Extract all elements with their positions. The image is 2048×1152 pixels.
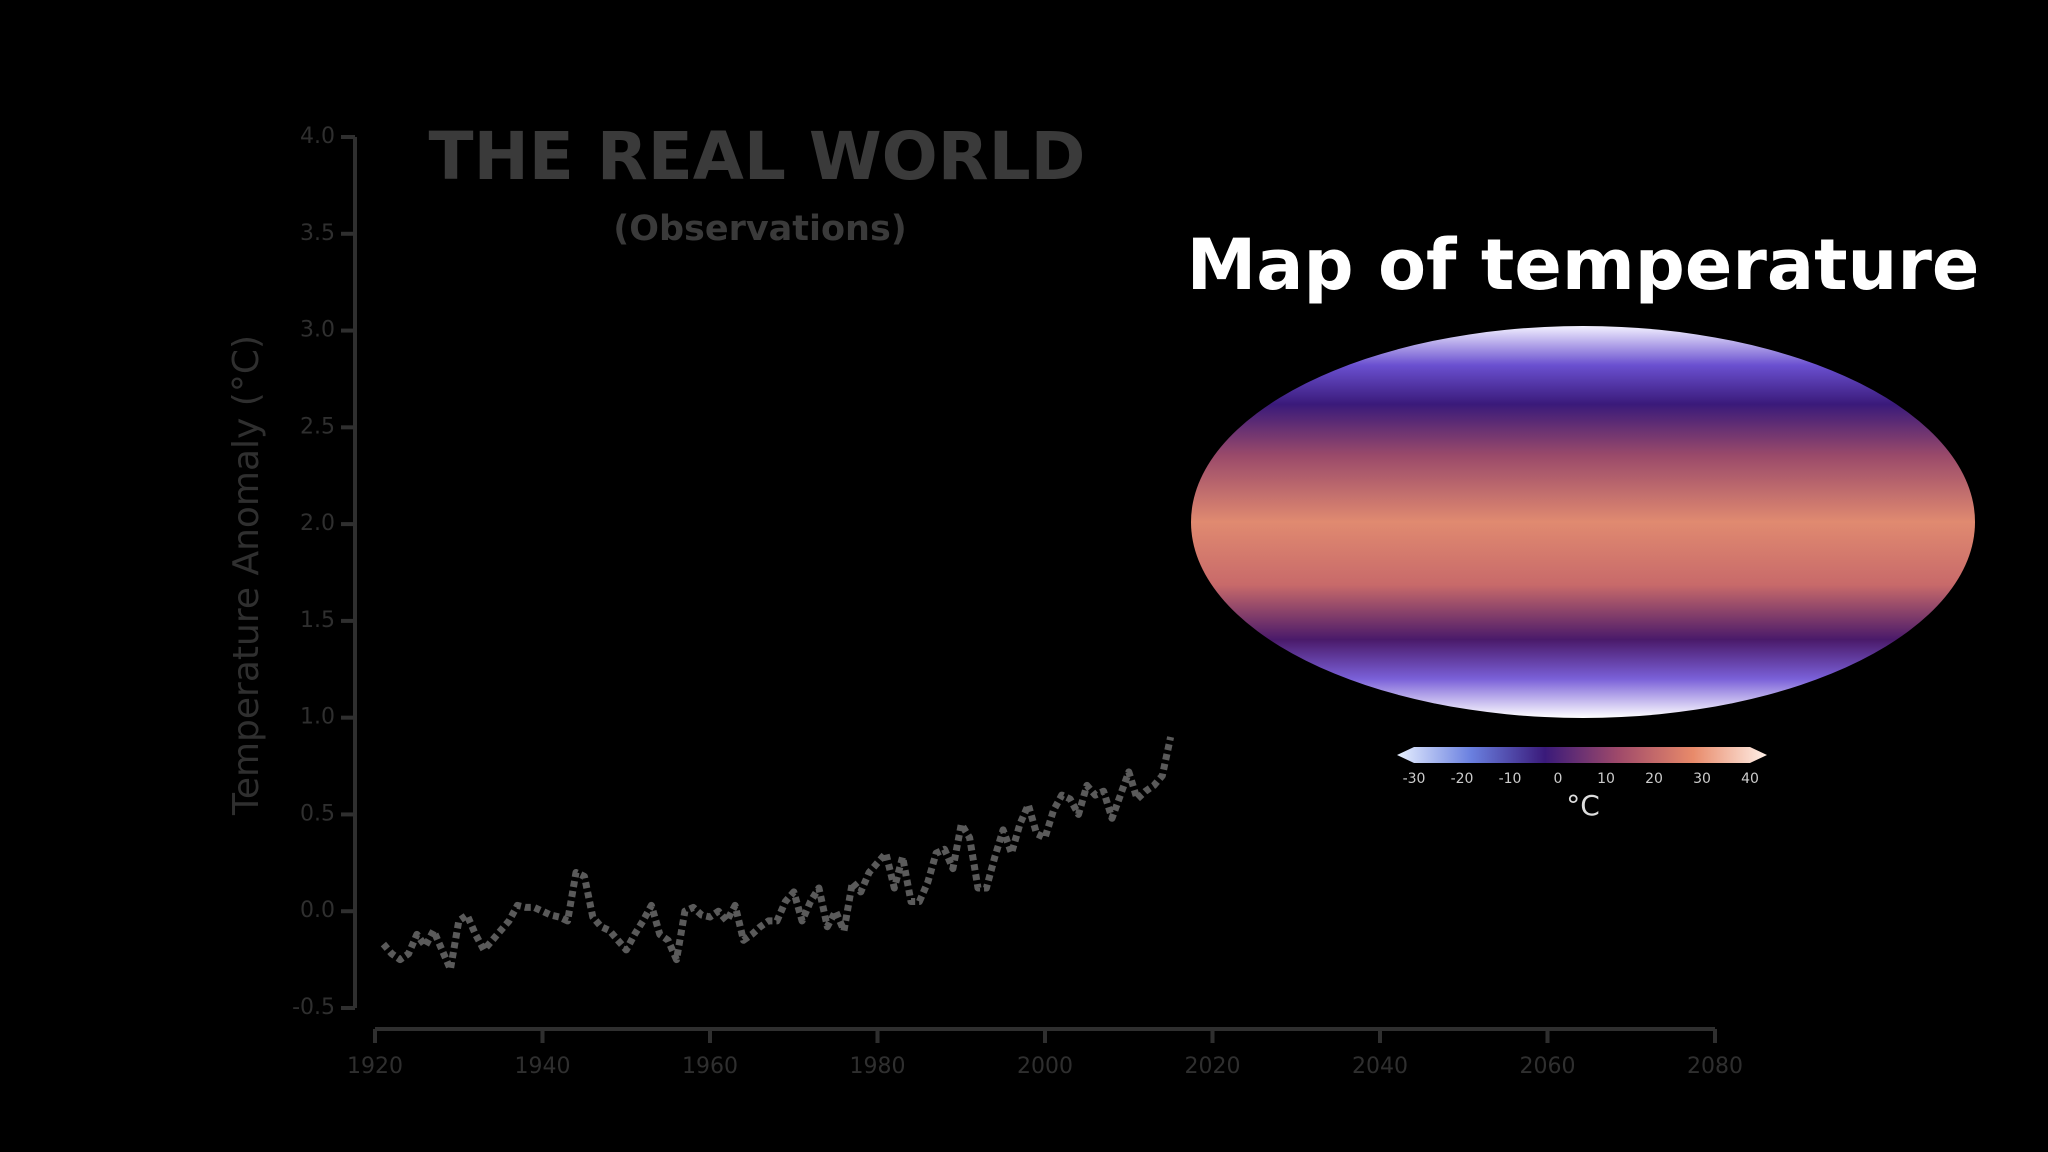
y-tick-label: 0.5: [300, 801, 335, 826]
x-tick-label: 2040: [1352, 1054, 1408, 1079]
x-tick-label: 2000: [1017, 1054, 1073, 1079]
colorbar-tick-label: 20: [1645, 771, 1663, 787]
chart-subtitle: (Observations): [613, 209, 907, 249]
temperature-map: [1191, 326, 1975, 718]
y-tick-label: 2.5: [300, 414, 335, 439]
colorbar-tick-label: -10: [1499, 771, 1522, 787]
map-title: Map of temperature: [1187, 224, 1980, 306]
colorbar: [1397, 747, 1767, 763]
colorbar-tick-label: 0: [1554, 771, 1563, 787]
y-tick-label: 2.0: [300, 511, 335, 536]
x-tick-label: 1940: [515, 1054, 571, 1079]
colorbar-tick-label: -20: [1451, 771, 1474, 787]
colorbar-label: °C: [1566, 789, 1600, 822]
y-tick-label: -0.5: [292, 995, 335, 1020]
x-tick-label: 1920: [347, 1054, 403, 1079]
data-line: [380, 736, 1175, 973]
y-axis-label: Temperature Anomaly (°C): [226, 335, 267, 816]
chart-title: THE REAL WORLD: [429, 118, 1086, 195]
y-tick-label: 1.5: [300, 608, 335, 633]
y-tick-label: 3.0: [300, 318, 335, 343]
x-tick-label: 2060: [1520, 1054, 1576, 1079]
y-tick-label: 3.5: [300, 221, 335, 246]
y-tick-label: 4.0: [300, 124, 335, 149]
x-tick-label: 1960: [682, 1054, 738, 1079]
x-tick-label: 2080: [1687, 1054, 1743, 1079]
x-tick-label: 2020: [1185, 1054, 1241, 1079]
colorbar-tick-label: 30: [1693, 771, 1711, 787]
x-tick-label: 1980: [850, 1054, 906, 1079]
colorbar-tick-label: 40: [1741, 771, 1759, 787]
y-tick-label: 0.0: [300, 898, 335, 923]
colorbar-tick-label: 10: [1597, 771, 1615, 787]
y-tick-label: 1.0: [300, 705, 335, 730]
colorbar-tick-label: -30: [1403, 771, 1426, 787]
